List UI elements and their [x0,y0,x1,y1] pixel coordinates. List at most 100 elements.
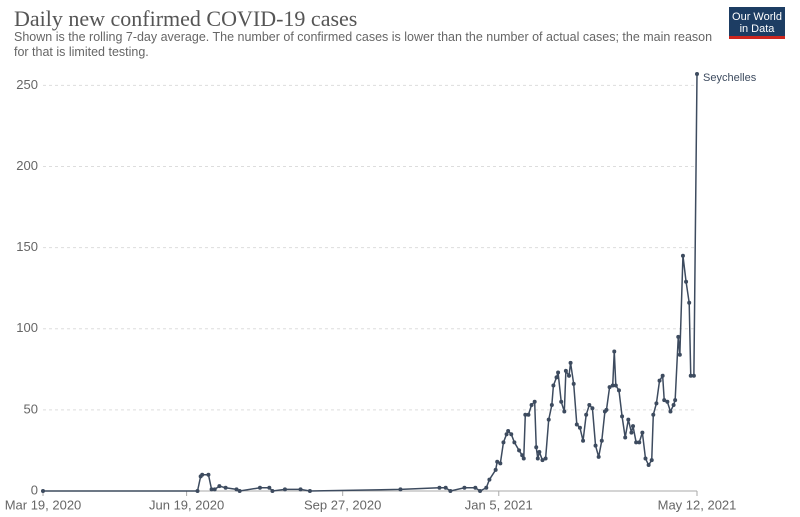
data-point [484,485,489,490]
data-point [677,352,682,357]
data-point [571,381,576,386]
data-point [437,485,442,490]
data-point [532,399,537,404]
data-point [509,432,514,437]
data-point [267,485,272,490]
x-tick-label: Sep 27, 2020 [304,497,381,512]
y-tick-label: 100 [16,320,38,335]
data-point [590,406,595,411]
data-point [443,485,448,490]
data-point [616,388,621,393]
data-point [673,398,678,403]
chart-title: Daily new confirmed COVID-19 cases [14,6,358,31]
data-point [546,417,551,422]
x-tick-label: Mar 19, 2020 [5,497,82,512]
y-tick-label: 200 [16,158,38,173]
data-point [563,368,568,373]
data-point [517,448,522,453]
data-point [587,403,592,408]
data-point [646,463,651,468]
data-point [623,435,628,440]
data-point [620,414,625,419]
data-point [695,72,699,76]
data-point [649,458,654,463]
data-point [577,425,582,430]
data-point [668,409,673,414]
logo[interactable]: Our World in Data [729,7,785,39]
data-point [473,485,478,490]
data-point [612,349,617,354]
data-point [523,412,528,417]
data-point [684,279,689,284]
data-point [237,489,242,493]
x-tick-label: Jun 19, 2020 [149,497,224,512]
data-point [535,456,540,461]
data-point [631,424,636,429]
data-point [599,438,604,443]
data-point [629,430,634,435]
logo-text: in Data [739,23,775,35]
y-tick-label: 50 [24,401,38,416]
data-point [506,428,511,433]
data-point [234,487,239,492]
data-point [643,456,648,461]
data-point [680,253,685,258]
data-point [688,373,693,378]
data-point [504,432,509,437]
data-point [574,422,579,427]
data-point [551,383,556,388]
y-tick-label: 150 [16,239,38,254]
data-point [512,440,517,445]
data-point [556,370,561,375]
data-point [581,438,586,443]
data-point [270,489,275,493]
data-point [610,383,615,388]
series-label: Seychelles [703,72,757,84]
data-point [562,409,567,414]
data-point [607,385,612,390]
data-point [501,440,506,445]
data-point [217,484,222,489]
data-point [654,401,659,406]
data-point [593,443,598,448]
data-point [493,467,498,472]
logo-text: Our World [732,11,782,23]
data-point [604,407,609,412]
data-point [584,412,589,417]
data-point [559,399,564,404]
data-point [487,477,492,482]
data-point [223,485,228,490]
data-point [257,485,262,490]
data-point [200,472,205,477]
data-point [195,489,200,493]
data-point [209,487,214,492]
data-point [41,489,45,493]
data-point [526,412,531,417]
data-point [520,453,525,458]
data-point [596,454,601,459]
x-tick-label: May 12, 2021 [658,497,737,512]
data-point [665,399,670,404]
series-line [43,73,698,492]
data-point [529,403,534,408]
data-point [554,375,559,380]
data-point [568,360,573,365]
data-point [567,373,572,378]
data-point [687,300,692,305]
x-tick-label: Jan 5, 2021 [465,497,533,512]
data-point [540,458,545,463]
data-point [398,487,403,492]
data-point [637,440,642,445]
data-point [495,459,500,464]
data-point [307,489,312,493]
data-point [657,378,662,383]
data-point [549,403,554,408]
data-point [634,440,639,445]
data-point [478,489,483,493]
data-point [543,456,548,461]
data-point [521,456,526,461]
data-point [537,450,542,455]
data-point [676,334,681,339]
